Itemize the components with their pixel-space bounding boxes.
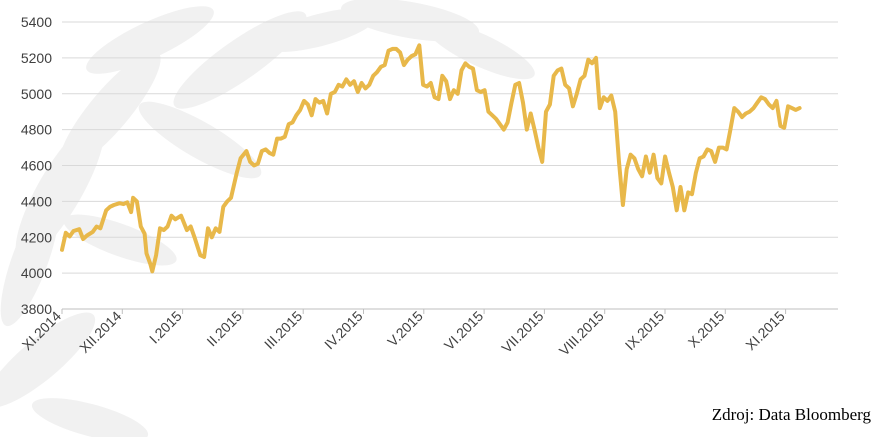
x-tick-label: VII.2015 <box>498 308 546 356</box>
y-tick-label: 5400 <box>21 14 52 30</box>
x-tick-label: IX.2015 <box>622 308 668 354</box>
watermark-leaf <box>138 101 262 179</box>
y-tick-label: 4600 <box>21 158 52 174</box>
y-tick-label: 4400 <box>21 193 52 209</box>
background-leaf-watermark <box>0 0 535 437</box>
x-tick-label: III.2015 <box>261 308 305 352</box>
y-tick-label: 5000 <box>21 86 52 102</box>
watermark-leaf <box>63 214 177 266</box>
watermark-leaf <box>0 193 60 327</box>
y-tick-label: 5200 <box>21 50 52 66</box>
x-tick-label: VI.2015 <box>441 308 487 354</box>
series-line <box>60 43 802 274</box>
x-tick-label: IV.2015 <box>321 308 366 353</box>
watermark-leaf <box>425 20 535 80</box>
x-tick-label: I.2015 <box>146 308 185 347</box>
y-tick-label: 4800 <box>21 122 52 138</box>
gridlines <box>62 21 838 310</box>
x-tick-label: V.2015 <box>384 308 426 350</box>
y-tick-label: 4000 <box>21 265 52 281</box>
x-tick-label: II.2015 <box>203 308 245 350</box>
watermark-leaf <box>261 8 379 52</box>
series-group <box>60 43 802 274</box>
source-label: Zdroj: Data Bloomberg <box>711 405 871 424</box>
y-tick-label: 4200 <box>21 229 52 245</box>
watermark-leaf <box>31 398 149 437</box>
watermark-leaf <box>0 312 96 408</box>
x-axis-ticks: XI.2014 XII.2014 I.2015 II.2015 III.2015 IV.2… <box>19 308 788 359</box>
y-tick-label: 3800 <box>21 301 52 317</box>
watermark-leaf <box>86 6 214 74</box>
x-tick-label: X.2015 <box>685 308 728 351</box>
y-axis-ticks: 3800 4000 4200 4400 4600 4800 5000 5200 5400 <box>21 14 52 317</box>
x-tick-label: XI.2015 <box>742 308 788 354</box>
x-tick-label: VIII.2015 <box>556 308 607 359</box>
